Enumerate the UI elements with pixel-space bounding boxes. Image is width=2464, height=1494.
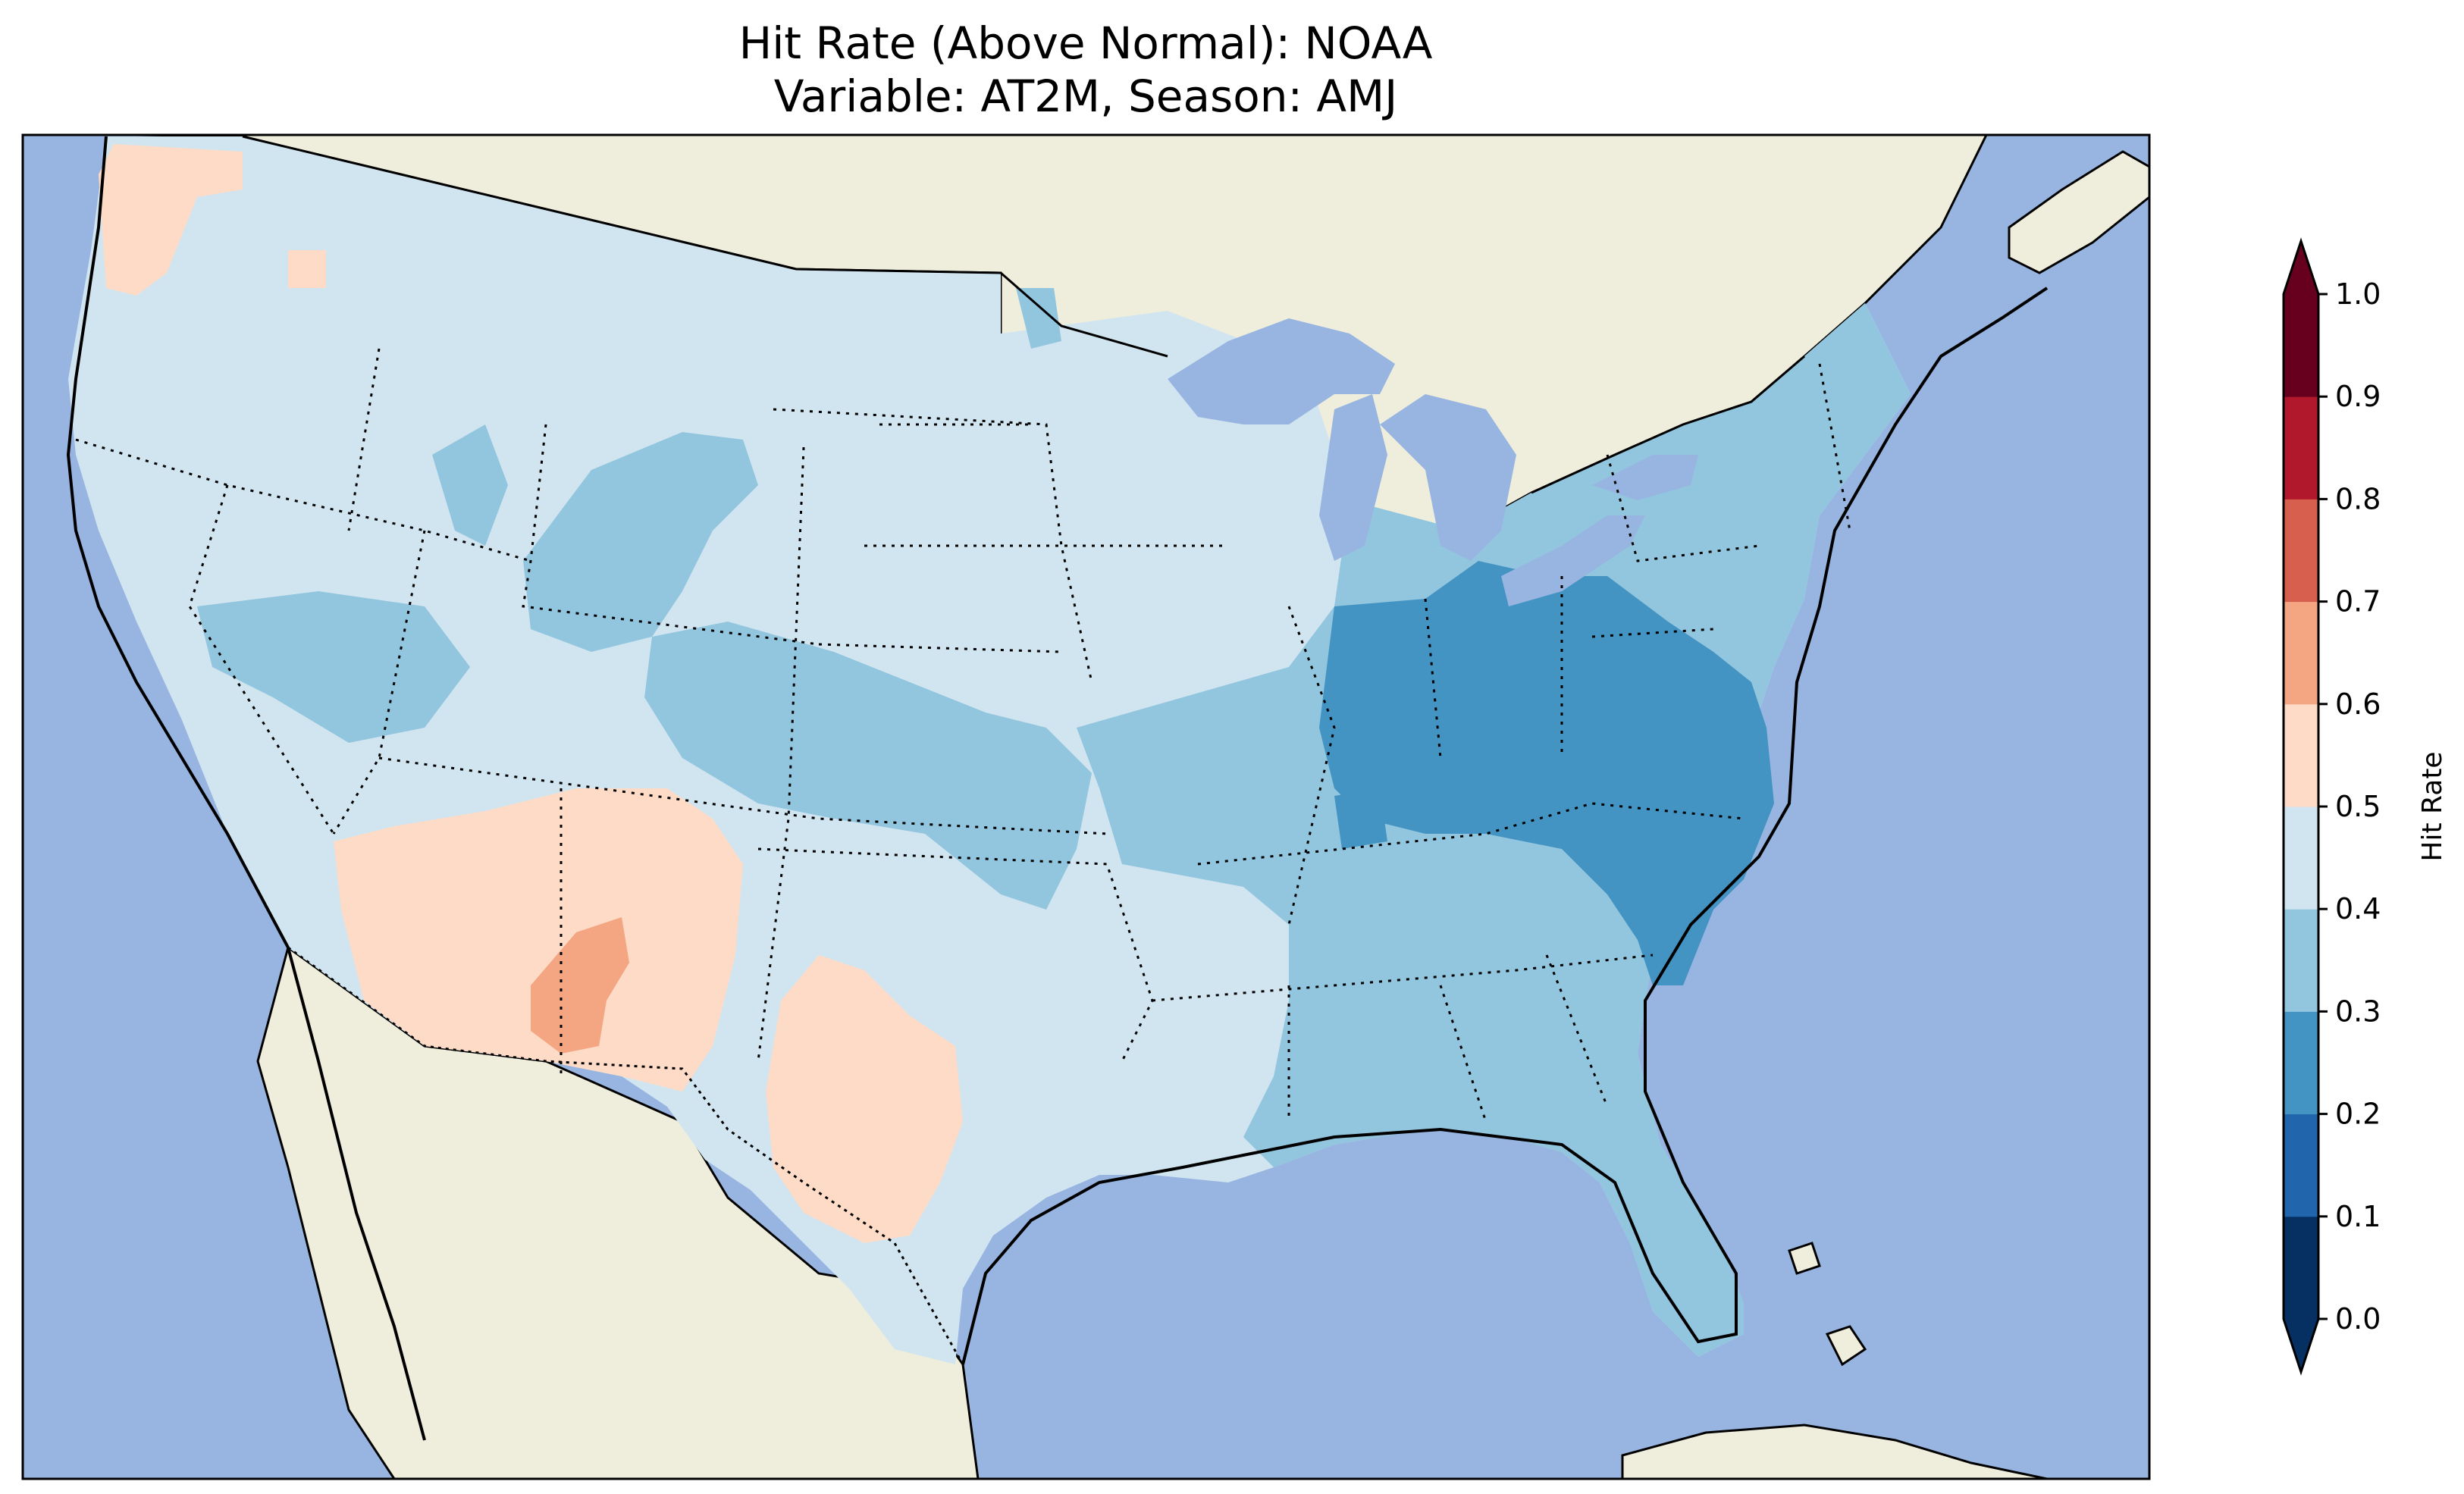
state-borders: [75, 348, 1851, 1123]
us-mexico-border: [287, 946, 964, 1365]
map-frame: [21, 133, 2151, 1480]
colorbar-bin: [2284, 1011, 2318, 1115]
colorbar-label: Hit Rate: [2417, 751, 2448, 861]
colorbar-over-triangle: [2284, 241, 2318, 294]
region-mid-blue-dakota: [1016, 288, 1061, 349]
colorbar-tick-label: 0.9: [2335, 380, 2381, 413]
colorbar: 0.0 0.1 0.2 0.3 0.4 0.5 0.6 0.7 0.8 0.9 1.0 Hit Ra…: [2282, 237, 2448, 1376]
colorbar-tick-label: 1.0: [2335, 277, 2381, 311]
region-mid-blue-montana-wyoming: [523, 432, 758, 652]
colorbar-tick-label: 0.4: [2335, 892, 2381, 926]
colorbar-tick-label: 0.3: [2335, 994, 2381, 1028]
region-light-peach-texas: [766, 955, 963, 1243]
maritimes-land: [2008, 150, 2149, 274]
colorbar-bin: [2284, 1216, 2318, 1320]
region-dark-blue-ohio-valley-carolinas: [1319, 561, 1774, 985]
west-coastline: [66, 136, 426, 1441]
map-panel: [23, 135, 2149, 1479]
colorbar-bins: [2284, 294, 2318, 1320]
colorbar-ticks: 0.0 0.1 0.2 0.3 0.4 0.5 0.6 0.7 0.8 0.9 1.0: [2318, 277, 2381, 1336]
gulf-coastline: [961, 287, 2049, 1365]
conus-hit-rate-field: [68, 136, 1911, 1364]
colorbar-tick-label: 0.1: [2335, 1200, 2381, 1233]
region-mid-blue-idaho: [432, 424, 508, 546]
colorbar-bin: [2284, 396, 2318, 500]
colorbar-bin: [2284, 703, 2318, 807]
title-line-1: Hit Rate (Above Normal): NOAA: [739, 17, 1433, 69]
colorbar-bin: [2284, 909, 2318, 1012]
region-mid-blue-nevada-utah: [197, 591, 470, 743]
cuba-land: [1621, 1424, 2048, 1479]
colorbar-tick-label: 0.5: [2335, 790, 2381, 823]
colorbar-bin: [2284, 294, 2318, 397]
colorbar-tick-label: 0.0: [2335, 1302, 2381, 1336]
colorbar-bin: [2284, 601, 2318, 705]
title-line-2: Variable: AT2M, Season: AMJ: [774, 70, 1398, 122]
great-lakes: [1168, 318, 1698, 606]
colorbar-under-triangle: [2284, 1319, 2318, 1372]
colorbar-tick-label: 0.8: [2335, 482, 2381, 515]
colorbar-bin: [2284, 499, 2318, 603]
us-canada-border: [242, 135, 1805, 494]
bahamas-land: [1788, 1242, 1867, 1367]
region-mid-blue-colorado-kansas: [644, 622, 1092, 910]
region-light-peach-pacific-northwest: [99, 144, 326, 296]
colorbar-bin: [2284, 1113, 2318, 1217]
colorbar-tick-label: 0.6: [2335, 687, 2381, 721]
colorbar-tick-label: 0.2: [2335, 1098, 2381, 1131]
region-peach-new-mexico: [531, 917, 629, 1054]
region-light-peach-southwest: [334, 788, 743, 1092]
colorbar-tick-label: 0.7: [2335, 585, 2381, 619]
colorbar-bin: [2284, 807, 2318, 910]
